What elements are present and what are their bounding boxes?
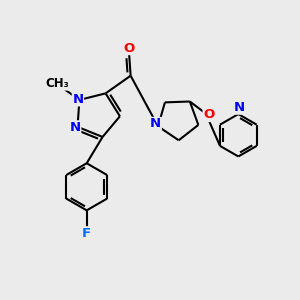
Text: O: O	[203, 109, 214, 122]
Text: F: F	[82, 227, 91, 240]
Text: CH₃: CH₃	[45, 77, 69, 90]
Text: N: N	[70, 121, 81, 134]
Text: N: N	[150, 118, 161, 130]
Text: N: N	[234, 101, 245, 114]
Text: O: O	[124, 41, 135, 55]
Text: N: N	[72, 93, 83, 106]
